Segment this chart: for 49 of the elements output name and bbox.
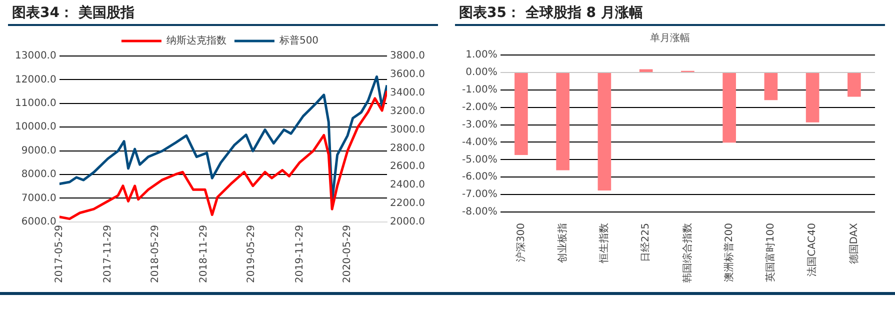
y-tick-label: -5.00%: [462, 154, 498, 166]
x-tick-label: 2019-05-29: [246, 224, 257, 284]
chart-subtitle: 单月涨幅: [649, 32, 691, 46]
y2-tick-label: 2800.0: [390, 142, 426, 154]
x-tick-label: 法国CAC40: [806, 223, 818, 276]
y-tick-label: -3.00%: [462, 119, 498, 130]
x-tick-label: 英国富时100: [764, 223, 777, 282]
x-tick-label: 2018-11-29: [198, 224, 210, 284]
x-tick-label: 日经225: [640, 223, 652, 262]
y-tick-label: 8000.0: [21, 169, 56, 180]
y-tick-label: 7000.0: [21, 192, 56, 204]
y-tick-label: -2.00%: [462, 102, 498, 113]
x-tick-label: 2020-05-29: [342, 224, 354, 284]
y-tick-label: 11000.0: [14, 98, 56, 109]
x-tick-label: 创业板指: [556, 223, 568, 263]
y-tick-label: -1.00%: [462, 84, 498, 96]
x-tick-label: 2017-11-29: [102, 224, 114, 284]
y2-tick-label: 2600.0: [390, 161, 426, 172]
x-tick-label: 沪深300: [514, 223, 527, 262]
x-tick-label: 德国DAX: [848, 222, 860, 264]
y-tick-label: 10000.0: [14, 122, 56, 133]
y2-tick-label: 2000.0: [390, 216, 426, 228]
y2-tick-label: 3800.0: [390, 50, 426, 62]
y-tick-label: 9000.0: [21, 145, 56, 156]
x-tick-label: 恒生指数: [598, 223, 610, 264]
y-tick-label: -6.00%: [462, 172, 498, 183]
x-tick-label: 2019-11-29: [294, 224, 306, 284]
chart-title: 图表35： 全球股指 8 月涨幅: [455, 0, 885, 26]
x-tick-label: 2018-05-29: [150, 224, 161, 284]
y2-tick-label: 3000.0: [390, 124, 426, 136]
y-tick-label: -7.00%: [462, 189, 498, 200]
y-tick-label: 12000.0: [14, 74, 56, 86]
y2-tick-label: 3200.0: [390, 106, 426, 117]
y-tick-label: -4.00%: [462, 136, 498, 148]
y2-tick-label: 2200.0: [390, 198, 426, 210]
y-tick-label: 1.00%: [466, 50, 498, 61]
x-tick-label: 澳洲标普200: [722, 223, 735, 282]
y2-tick-label: 3600.0: [390, 69, 426, 80]
y2-tick-label: 2400.0: [390, 180, 426, 191]
y-tick-label: 0.00%: [466, 67, 498, 78]
x-tick-label: 韩国综合指数: [681, 223, 694, 283]
chart-title: 图表34： 美国股指: [8, 0, 438, 26]
y-tick-label: -8.00%: [462, 206, 498, 218]
y2-tick-label: 3400.0: [390, 87, 426, 98]
y-tick-label: 13000.0: [14, 50, 56, 62]
legend-label: 纳斯达克指数: [166, 34, 226, 47]
legend-label: 标普500: [278, 34, 319, 47]
x-tick-label: 2017-05-29: [54, 224, 65, 284]
y-tick-label: 6000.0: [21, 216, 56, 228]
